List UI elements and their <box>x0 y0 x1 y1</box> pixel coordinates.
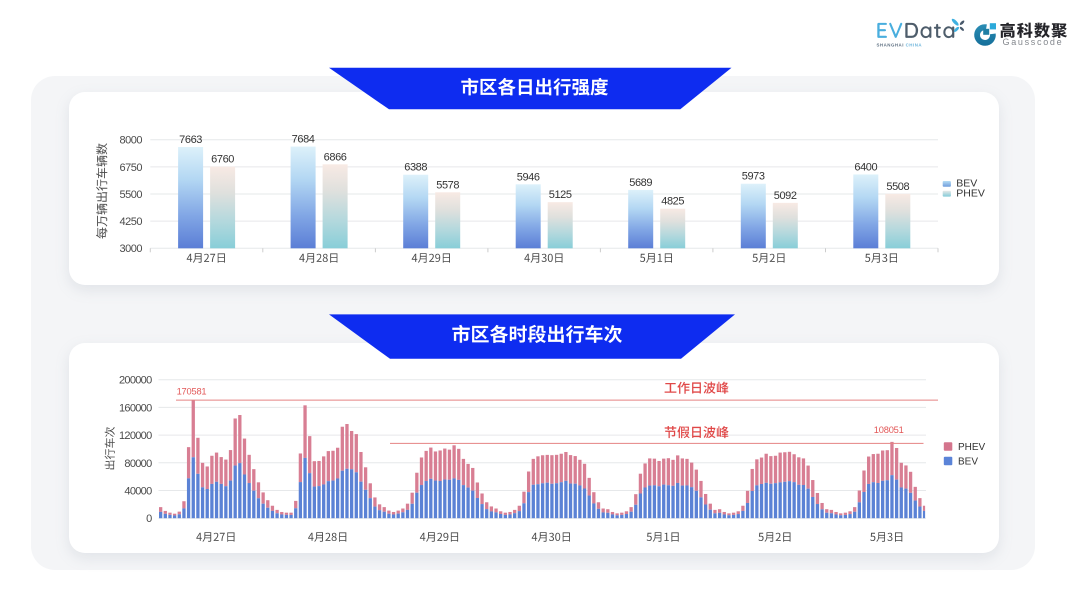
svg-text:PHEV: PHEV <box>958 442 986 453</box>
svg-text:4825: 4825 <box>661 196 684 208</box>
svg-text:6388: 6388 <box>404 162 427 174</box>
svg-text:7684: 7684 <box>292 134 315 146</box>
svg-text:120000: 120000 <box>119 430 152 442</box>
svg-text:SHANGHAI CHINA: SHANGHAI CHINA <box>877 43 923 48</box>
svg-text:3000: 3000 <box>120 243 143 255</box>
svg-text:80000: 80000 <box>124 458 152 470</box>
svg-text:Gausscode: Gausscode <box>1003 37 1064 47</box>
svg-text:40000: 40000 <box>124 486 152 498</box>
svg-text:5946: 5946 <box>517 171 540 183</box>
svg-text:5973: 5973 <box>742 171 765 183</box>
svg-text:5500: 5500 <box>120 189 143 201</box>
svg-text:200000: 200000 <box>119 375 152 387</box>
svg-text:PHEV: PHEV <box>956 187 985 199</box>
svg-text:6760: 6760 <box>211 154 234 166</box>
svg-text:5125: 5125 <box>549 189 572 201</box>
svg-text:5092: 5092 <box>774 190 797 202</box>
svg-text:6400: 6400 <box>854 162 877 174</box>
svg-text:BEV: BEV <box>958 456 978 467</box>
svg-text:7663: 7663 <box>179 134 202 146</box>
svg-text:5508: 5508 <box>886 181 909 193</box>
svg-text:108051: 108051 <box>874 425 904 435</box>
svg-text:0: 0 <box>146 513 152 525</box>
svg-text:BEV: BEV <box>956 178 977 190</box>
svg-text:6750: 6750 <box>120 162 143 174</box>
svg-text:5578: 5578 <box>436 179 459 191</box>
svg-text:8000: 8000 <box>120 135 143 147</box>
svg-text:5689: 5689 <box>629 177 652 189</box>
svg-text:6866: 6866 <box>324 151 347 163</box>
svg-text:170581: 170581 <box>177 387 207 397</box>
svg-text:4250: 4250 <box>120 216 143 228</box>
svg-text:160000: 160000 <box>119 402 152 414</box>
